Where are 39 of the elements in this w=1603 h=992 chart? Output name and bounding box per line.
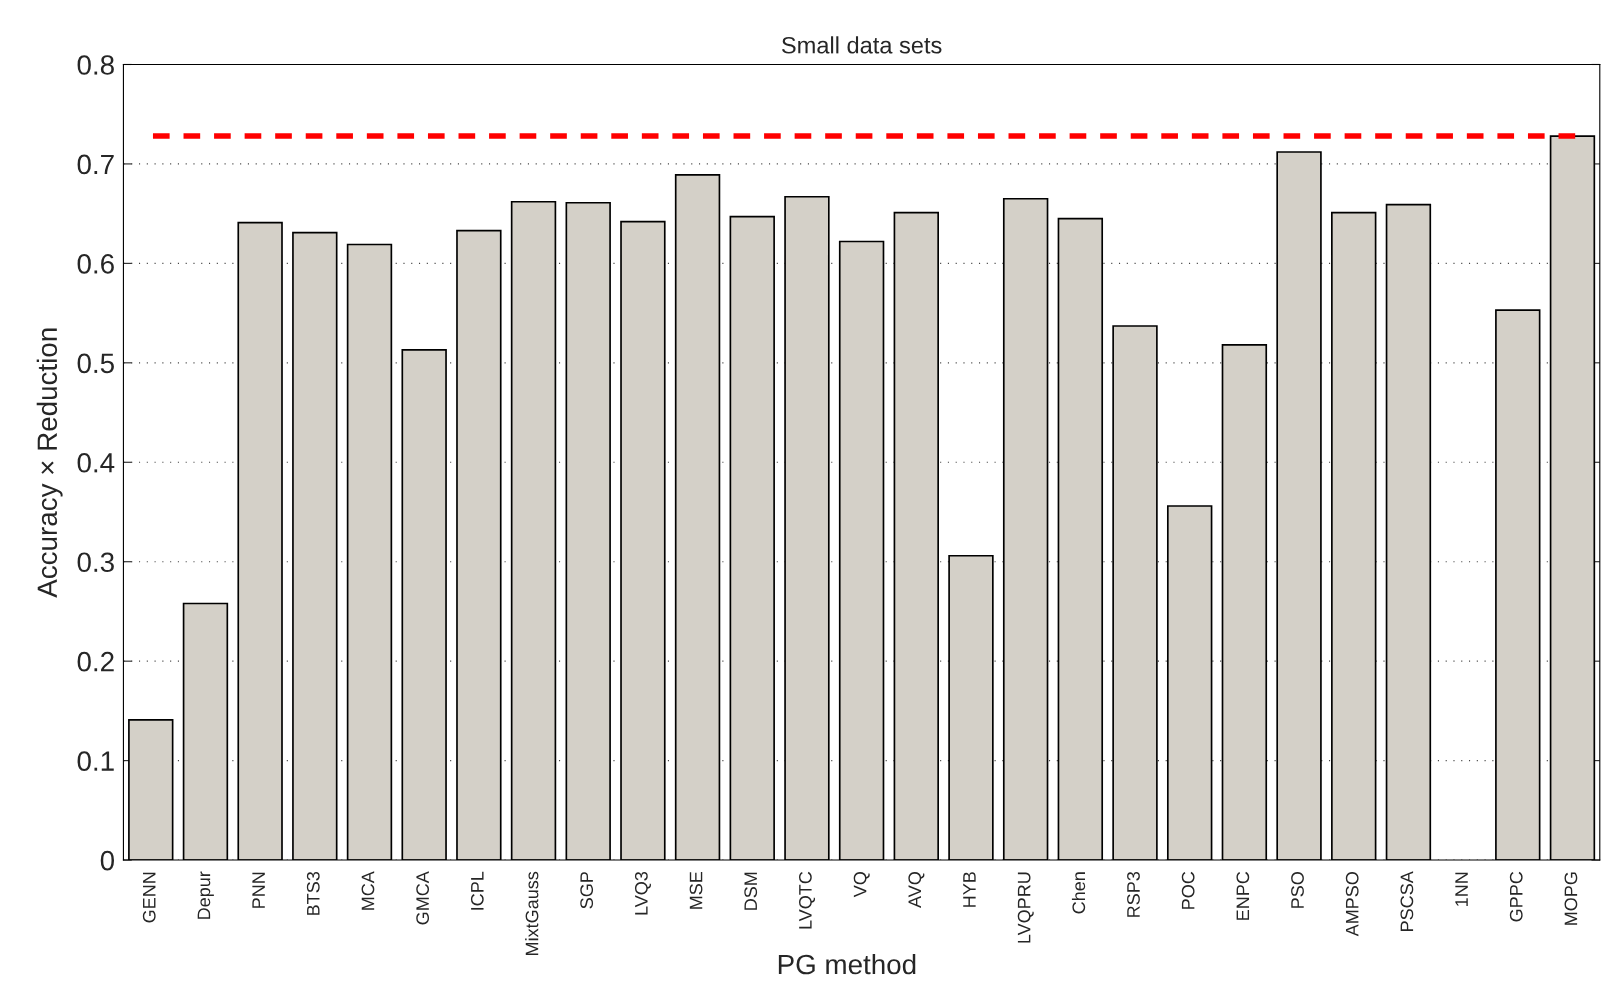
x-tick-label: LVQ3 [634,871,651,915]
x-axis-title: PG method [778,953,916,975]
y-tick-label: 0.8 [77,55,114,75]
y-tick-label: 0.6 [77,254,114,274]
y-tick-label: 0.5 [77,353,114,374]
y-tick-label: 0.2 [77,651,114,672]
chart-title: Small data sets [781,36,942,54]
x-tick-label: Depur [197,871,214,919]
x-tick-label: VQ [853,872,870,898]
y-tick-label: 0.3 [77,552,114,573]
x-tick-label: MixtGauss [525,871,539,955]
x-tick-label: BTS3 [306,871,320,915]
x-tick-label: ENPC [1236,871,1250,920]
x-tick-label: AVQ [908,872,925,908]
y-axis-title: Accuracy × Reduction [36,328,63,598]
x-tick-label: ICPL [470,871,484,910]
x-tick-label: Chen [1071,872,1086,914]
x-tick-label: RSP3 [1127,871,1140,917]
y-tick-label: 0.7 [77,154,114,175]
x-tick-label: DSM [744,872,758,910]
x-tick-label: AMPSO [1345,872,1359,937]
x-tick-label: GENN [142,872,156,923]
x-tick-label: SGP [580,872,594,909]
x-tick-label: GPPC [1509,871,1523,922]
x-tick-label: MSE [689,871,703,909]
x-tick-label: HYB [963,872,976,907]
x-tick-label: GMCA [416,871,430,925]
x-tick-label: LVQTC [798,871,816,929]
x-tick-label: MOPG [1564,872,1578,925]
x-tick-label: PSO [1291,872,1304,908]
x-tick-label: POC [1181,871,1195,909]
x-tick-label: 1NN [1455,872,1468,906]
y-tick-label: 0.1 [77,751,114,771]
x-tick-label: LVQPRU [1017,872,1034,943]
y-tick-label: 0 [100,850,115,871]
y-tick-label: 0.4 [77,452,115,473]
x-tick-label: PSCSA [1400,871,1414,931]
x-tick-label: PNN [252,872,265,908]
x-tick-label: MCA [361,871,375,910]
